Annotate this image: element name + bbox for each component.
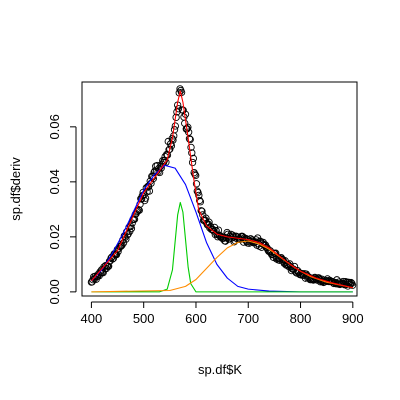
data-point [214,226,223,234]
x-tick-label: 800 [290,311,312,326]
x-tick-label: 700 [237,311,259,326]
data-point [189,154,198,163]
data-point [119,239,128,247]
fit-curve-2 [91,201,353,293]
data-point [195,196,204,205]
y-axis-title: sp.df$deriv [8,157,23,221]
x-axis: 400 500 600 700 800 900 [81,301,364,326]
fit-curves [90,90,353,293]
y-tick-label: 0.04 [47,169,62,194]
x-tick-label: 500 [133,311,155,326]
scatter-points [87,85,357,290]
y-axis: 0.00 0.02 0.04 0.06 [47,114,77,305]
data-point [166,145,174,153]
data-point [186,135,194,144]
data-point [188,158,197,167]
x-tick-label: 600 [185,311,207,326]
data-point [171,122,179,130]
x-axis-title: sp.df$K [198,362,242,377]
data-point [187,143,195,151]
x-tick-label: 900 [342,311,364,326]
data-point [188,149,196,157]
data-point [105,262,113,270]
data-point [205,218,213,226]
y-tick-label: 0.00 [47,279,62,304]
data-point [185,135,194,143]
data-point [134,206,143,214]
data-point [128,219,136,227]
data-point [192,180,201,188]
fit-curve-1 [91,164,353,293]
y-tick-label: 0.06 [47,114,62,139]
data-point [127,224,136,233]
data-point [145,187,154,195]
data-point [163,150,171,159]
data-point [198,207,206,215]
data-point [174,105,183,113]
data-point [194,188,202,197]
y-tick-label: 0.02 [47,224,62,249]
x-tick-label: 400 [81,311,103,326]
fit-curve-4 [90,90,353,289]
data-point [348,281,357,289]
data-point [191,170,199,178]
fit-curve-3 [91,240,353,293]
data-point [184,123,192,131]
data-point [193,187,201,195]
plot-frame [81,81,358,297]
data-point [192,171,200,180]
